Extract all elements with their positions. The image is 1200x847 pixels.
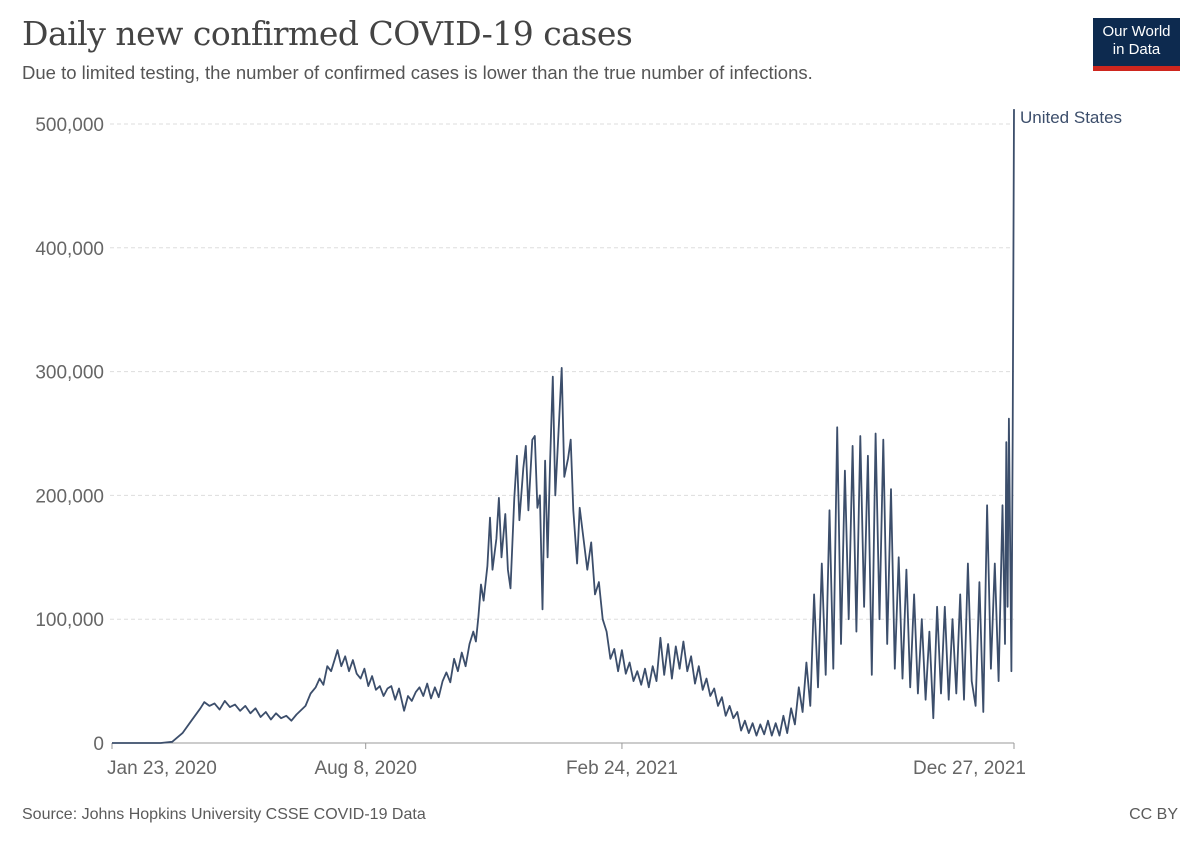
y-tick-label: 400,000 (35, 239, 104, 260)
x-tick-label: Dec 27, 2021 (913, 758, 1026, 779)
x-tick-label: Aug 8, 2020 (314, 758, 416, 779)
y-tick-label: 500,000 (35, 115, 104, 136)
logo-line-2: in Data (1112, 41, 1161, 58)
source-note[interactable]: Source: Johns Hopkins University CSSE CO… (22, 806, 426, 823)
license-link[interactable]: CC BY (1129, 806, 1178, 823)
x-tick-label: Feb 24, 2021 (566, 758, 678, 779)
x-tick-label: Jan 23, 2020 (107, 758, 217, 779)
chart-title: Daily new confirmed COVID-19 cases (22, 14, 633, 53)
series-line (112, 109, 1015, 744)
chart-subtitle: Due to limited testing, the number of co… (22, 62, 813, 83)
y-tick-label: 100,000 (35, 610, 104, 631)
y-tick-label: 0 (93, 734, 104, 755)
series: United States (112, 108, 1122, 744)
logo-line-1: Our World (1102, 23, 1171, 40)
axes: 0 100,000 200,000 300,000 400,000 500,000 Jan … (35, 115, 1026, 779)
series-label: United States (1020, 108, 1122, 127)
y-tick-label: 300,000 (35, 363, 104, 384)
y-tick-label: 200,000 (35, 486, 104, 507)
line-chart: 0 100,000 200,000 300,000 400,000 500,000 Jan … (35, 108, 1122, 779)
owid-logo[interactable]: Our World in Data (1093, 18, 1180, 71)
